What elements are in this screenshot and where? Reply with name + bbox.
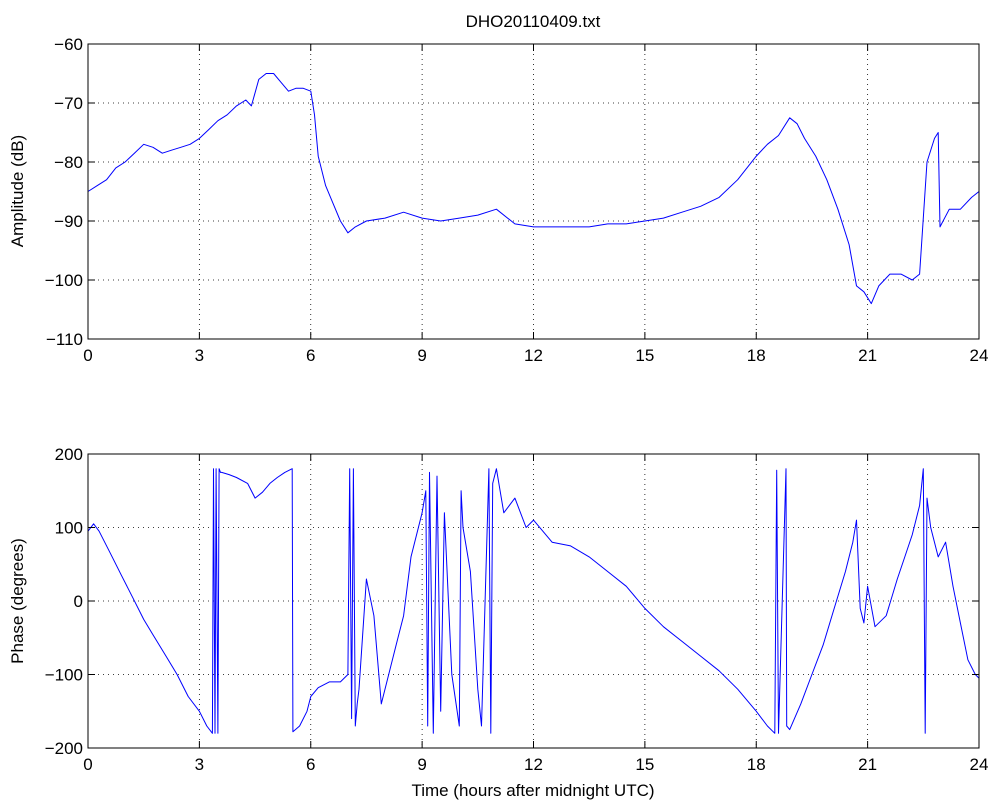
phase-xlabel: Time (hours after midnight UTC): [411, 781, 654, 800]
amplitude-xtick-label: 6: [306, 346, 315, 365]
phase-ylabel: Phase (degrees): [8, 538, 27, 664]
phase-xtick-label: 9: [417, 755, 426, 774]
phase-ytick-label: 200: [55, 445, 83, 464]
amplitude-ytick-label: −110: [46, 330, 83, 349]
amplitude-xtick-label: 24: [970, 346, 989, 365]
amplitude-ytick-label: −90: [54, 212, 83, 231]
amplitude-xtick-label: 12: [524, 346, 543, 365]
amplitude-ytick-label: −70: [54, 94, 83, 113]
amplitude-xtick-label: 21: [858, 346, 877, 365]
amplitude-ylabel: Amplitude (dB): [8, 135, 27, 247]
plot-title: DHO20110409.txt: [466, 12, 601, 31]
amplitude-ytick-label: −100: [45, 271, 83, 290]
phase-series: [87, 468, 980, 734]
phase-ytick-label: 0: [74, 592, 83, 611]
amplitude-xtick-label: 15: [635, 346, 654, 365]
amplitude-ytick-label: −80: [54, 153, 83, 172]
phase-ticks: 0 3 6 9 12 15 18 21 24 200 100 0 −100 −200: [45, 445, 989, 774]
phase-ytick-label: 100: [55, 519, 83, 538]
phase-xtick-label: 3: [195, 755, 204, 774]
phase-xtick-label: 24: [970, 755, 989, 774]
amplitude-xtick-label: 18: [747, 346, 766, 365]
amplitude-ticks: 0 3 6 9 12 15 18 21 24 −60 −70 −80 −90 −100 −110: [45, 35, 989, 365]
amplitude-plot: 0 3 6 9 12 15 18 21 24 −60 −70 −80 −90 −100 −110 Ampli…: [8, 35, 988, 365]
phase-xtick-label: 12: [524, 755, 543, 774]
amplitude-grid: [88, 44, 979, 339]
phase-xtick-label: 18: [747, 755, 766, 774]
phase-xtick-label: 15: [635, 755, 654, 774]
phase-ytick-label: −200: [45, 739, 83, 758]
amplitude-xtick-label: 0: [83, 346, 92, 365]
amplitude-xtick-label: 3: [195, 346, 204, 365]
amplitude-series-line: [87, 73, 980, 305]
phase-ytick-label: −100: [45, 666, 83, 685]
phase-xtick-label: 0: [83, 755, 92, 774]
amplitude-xtick-label: 9: [417, 346, 426, 365]
amplitude-ytick-label: −60: [54, 35, 83, 54]
amplitude-series: [87, 73, 980, 305]
phase-plot: 0 3 6 9 12 15 18 21 24 200 100 0 −100 −200 Phase (deg…: [8, 445, 988, 800]
phase-xtick-label: 21: [858, 755, 877, 774]
phase-series-line: [87, 468, 980, 734]
phase-xtick-label: 6: [306, 755, 315, 774]
phase-grid: [88, 454, 979, 748]
